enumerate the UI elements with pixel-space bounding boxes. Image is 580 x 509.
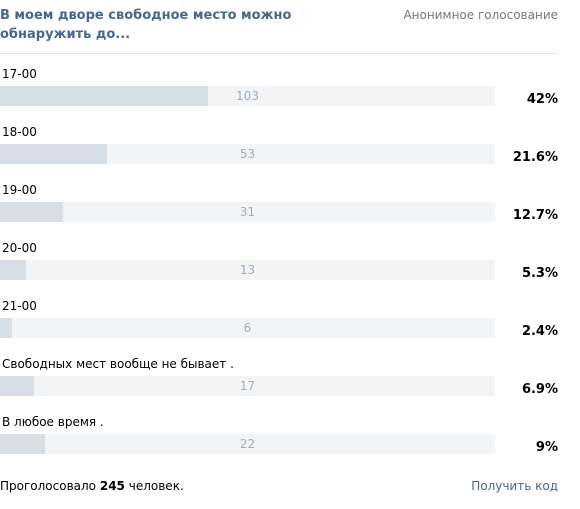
total-votes: Проголосовало 245 человек. (0, 476, 184, 496)
option-label: Свободных мест вообще не бывает . (2, 357, 234, 371)
option-vote-count: 31 (239, 205, 256, 219)
option-bar-fill (0, 434, 45, 454)
option-vote-count: 17 (239, 379, 256, 393)
option-bar-fill (0, 260, 26, 280)
option-bar-fill (0, 202, 63, 222)
option-percent: 21.6% (512, 150, 558, 165)
total-count: 245 (99, 479, 125, 493)
poll-type-label: Анонимное голосование (403, 8, 558, 22)
option-label: 20-00 (2, 241, 37, 255)
option-label: 17-00 (2, 67, 37, 81)
option-label: 18-00 (2, 125, 37, 139)
option-bar-track: 22 (0, 434, 495, 454)
option-bar-track: 53 (0, 144, 495, 164)
poll-option[interactable]: Свободных мест вообще не бывает . 17 6.9… (0, 356, 580, 410)
poll-option[interactable]: 21-00 6 2.4% (0, 298, 580, 352)
option-vote-count: 22 (239, 437, 256, 451)
option-vote-count: 13 (239, 263, 256, 277)
total-prefix: Проголосовало (0, 479, 97, 493)
option-bar-track: 103 (0, 86, 495, 106)
option-label: 21-00 (2, 299, 37, 313)
poll-option[interactable]: 18-00 53 21.6% (0, 124, 580, 178)
option-bar-fill (0, 86, 208, 106)
option-bar-fill (0, 318, 12, 338)
poll-option[interactable]: 19-00 31 12.7% (0, 182, 580, 236)
option-percent: 6.9% (521, 382, 558, 397)
option-bar-track: 17 (0, 376, 495, 396)
poll-option[interactable]: 17-00 103 42% (0, 66, 580, 120)
option-percent: 42% (526, 92, 558, 107)
option-bar-track: 31 (0, 202, 495, 222)
get-code-link[interactable]: Получить код (471, 479, 558, 493)
option-label: 19-00 (2, 183, 37, 197)
poll-option[interactable]: В любое время . 22 9% (0, 414, 580, 468)
option-percent: 2.4% (521, 324, 558, 339)
header-divider (0, 53, 558, 54)
option-label: В любое время . (2, 415, 104, 429)
option-bar-track: 6 (0, 318, 495, 338)
poll-title: В моем дворе свободное место можно обнар… (0, 8, 292, 42)
poll-footer: Проголосовало 245 человек. Получить код (0, 476, 580, 496)
option-bar-fill (0, 376, 34, 396)
total-suffix: человек. (128, 479, 184, 493)
option-vote-count: 6 (243, 321, 252, 335)
option-percent: 9% (535, 440, 558, 455)
option-bar-fill (0, 144, 107, 164)
option-percent: 5.3% (521, 266, 558, 281)
option-bar-track: 13 (0, 260, 495, 280)
option-percent: 12.7% (512, 208, 558, 223)
option-vote-count: 103 (236, 89, 259, 103)
poll-option[interactable]: 20-00 13 5.3% (0, 240, 580, 294)
poll-header: В моем дворе свободное место можно обнар… (0, 6, 580, 50)
option-vote-count: 53 (239, 147, 256, 161)
